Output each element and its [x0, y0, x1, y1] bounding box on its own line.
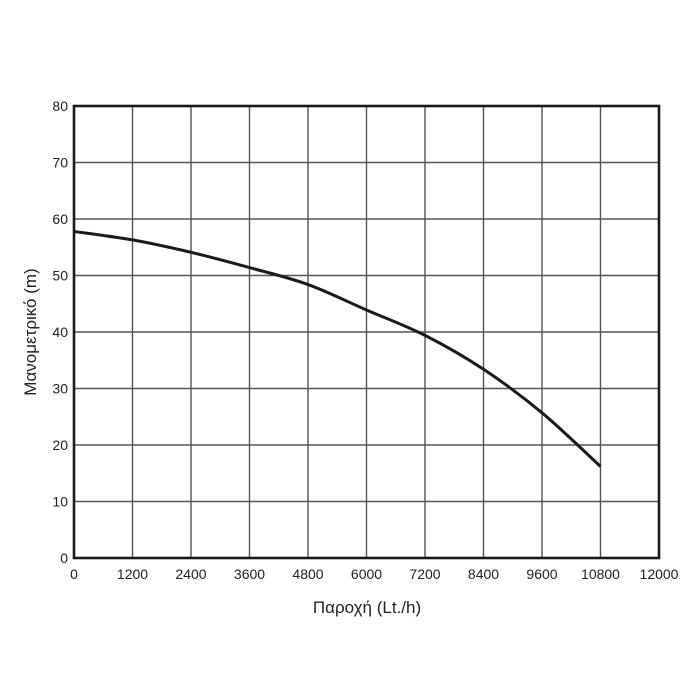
x-tick-label: 12000 [640, 566, 679, 582]
x-tick-label: 10800 [581, 566, 620, 582]
plot-frame [72, 104, 661, 560]
x-tick-label: 6000 [351, 566, 382, 582]
x-tick-label: 8400 [468, 566, 499, 582]
x-tick-label: 3600 [234, 566, 265, 582]
y-tick-label: 80 [52, 98, 68, 114]
grid-lines [74, 106, 659, 558]
x-tick-label: 0 [70, 566, 78, 582]
y-tick-label: 40 [52, 324, 68, 340]
x-tick-label: 7200 [409, 566, 440, 582]
y-tick-label: 60 [52, 211, 68, 227]
y-axis-label: Μανομετρικό (m) [21, 268, 40, 395]
y-tick-label: 50 [52, 268, 68, 284]
y-axis-ticks: 0 10 20 30 40 50 60 70 80 [52, 98, 68, 566]
x-axis-ticks: 0 1200 2400 3600 4800 6000 7200 8400 9600 10800 12… [70, 566, 679, 582]
x-tick-label: 9600 [526, 566, 557, 582]
y-tick-label: 0 [60, 550, 68, 566]
y-tick-label: 20 [52, 437, 68, 453]
curve-layer [73, 229, 602, 468]
x-tick-label: 4800 [292, 566, 323, 582]
x-axis-label: Παροχή (Lt./h) [313, 598, 421, 617]
pump-curve-line [73, 229, 602, 468]
y-tick-label: 70 [52, 155, 68, 171]
y-tick-label: 30 [52, 381, 68, 397]
y-tick-label: 10 [52, 494, 68, 510]
x-tick-label: 1200 [117, 566, 148, 582]
x-tick-label: 2400 [175, 566, 206, 582]
